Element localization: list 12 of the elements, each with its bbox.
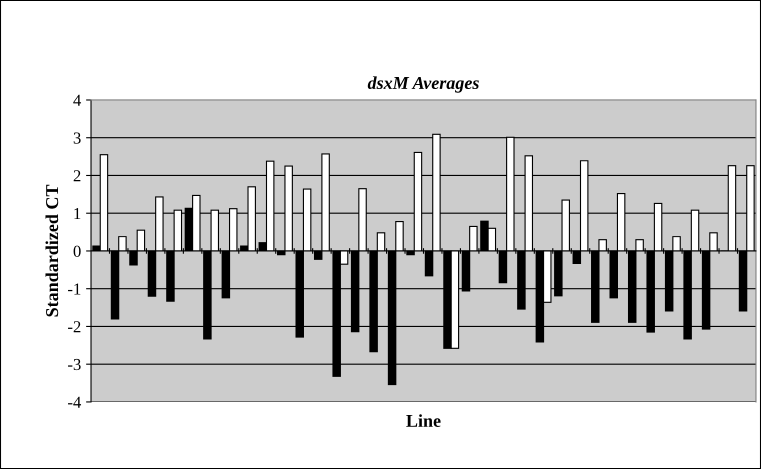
- y-tick-label: -1: [68, 283, 80, 294]
- y-tick-label: 0: [74, 246, 81, 257]
- y-tick-label: -4: [68, 396, 82, 408]
- chart-title: dsxM Averages: [368, 76, 479, 93]
- x-axis-title: Line: [406, 414, 441, 427]
- y-tick-label: 1: [74, 208, 80, 219]
- y-tick-label: 3: [74, 132, 81, 144]
- y-tick-label: 2: [74, 170, 80, 182]
- y-tick-label: -3: [68, 358, 81, 370]
- y-tick-label: -2: [68, 321, 80, 332]
- y-axis-title: Standardized CT: [45, 184, 58, 316]
- y-tick-label: 4: [73, 94, 82, 106]
